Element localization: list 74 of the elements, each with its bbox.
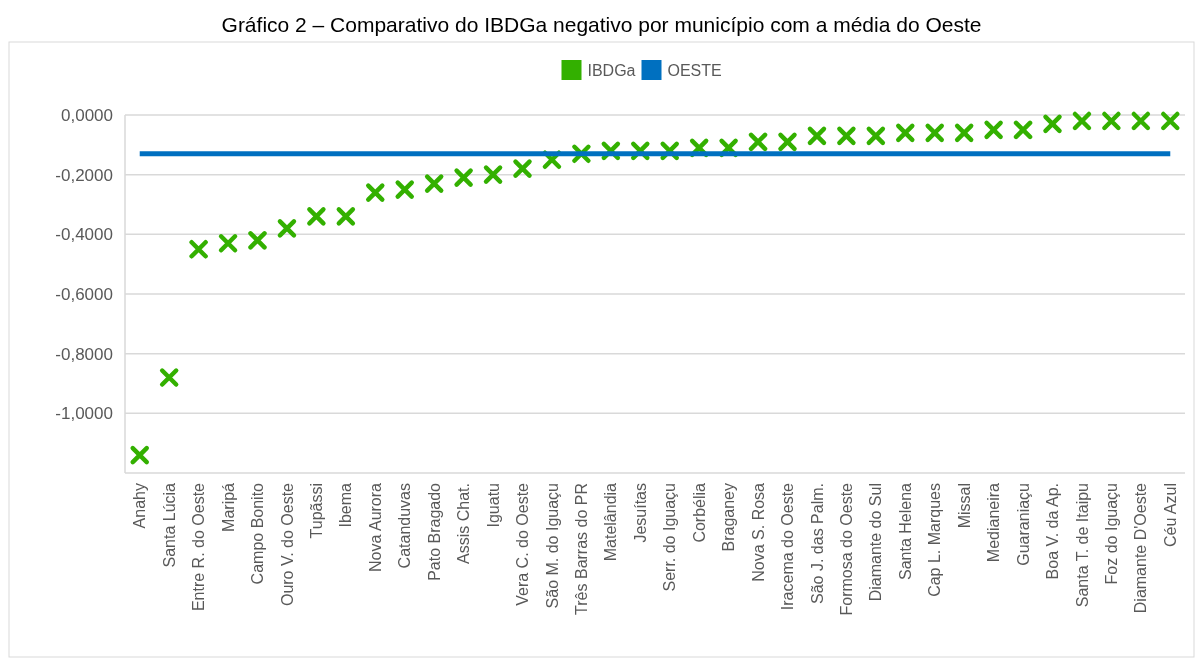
x-tick-label: São M. do Iguaçu [543, 483, 561, 609]
x-tick-label: Nova S. Rosa [749, 482, 767, 582]
point [1013, 120, 1033, 140]
point [984, 120, 1003, 140]
point [837, 126, 856, 146]
x-tick-label: Serr. do Iguaçu [661, 483, 679, 592]
y-tick-label: -0,2000 [55, 165, 113, 185]
legend-label: IBDGa [587, 61, 636, 79]
point [748, 132, 768, 152]
point [513, 159, 532, 178]
x-tick-label: Santa Helena [896, 482, 914, 580]
x-tick-label: Céu Azul [1161, 483, 1179, 548]
y-tick-label: -0,8000 [55, 344, 113, 364]
point [807, 126, 827, 146]
x-tick-label: Entre R. do Oeste [190, 482, 208, 612]
x-tick-label: Boa V. da Ap. [1044, 483, 1062, 580]
point [189, 240, 208, 259]
y-tick-label: -0,6000 [55, 284, 113, 304]
point [1161, 111, 1180, 131]
x-tick-label: Braganey [720, 483, 738, 552]
y-tick-label: -1,0000 [55, 404, 113, 424]
point [483, 165, 503, 184]
x-tick-label: Guaraniaçu [1014, 483, 1032, 566]
x-tick-label: Diamante do Sul [867, 483, 885, 602]
point [778, 132, 797, 152]
x-tick-label: Assis Chat. [455, 483, 473, 564]
x-tick-label: Três Barras do PR [572, 483, 590, 615]
x-tick-label: Nova Aurora [366, 482, 384, 572]
x-tick-label: Ouro V. do Oeste [278, 482, 296, 607]
point [366, 183, 385, 202]
point [307, 207, 326, 226]
x-tick-label: Cap L. Marques [926, 483, 944, 597]
x-tick-label: Anahy [131, 483, 149, 529]
point [130, 445, 149, 465]
point [454, 168, 473, 187]
y-tick-label: -0,4000 [55, 225, 113, 245]
point [218, 234, 238, 253]
point [159, 368, 179, 387]
x-tick-label: Maripá [219, 482, 237, 532]
x-tick-label: Catanduvas [396, 483, 414, 569]
chart-title: Gráfico 2 – Comparativo do IBDGa negativo por município com a média do Oeste [221, 13, 982, 36]
x-tick-label: Santa T. de Itaipu [1073, 483, 1091, 608]
x-tick-label: Matelândia [602, 482, 620, 562]
x-tick-label: Iracema do Oeste [779, 482, 797, 611]
point [336, 207, 356, 226]
point [277, 219, 297, 238]
x-tick-label: Vera C. do Oeste [514, 482, 532, 606]
x-tick-label: Iguatu [484, 483, 502, 528]
x-tick-label: Missal [955, 483, 973, 529]
x-tick-label: Formosa do Oeste [837, 482, 855, 616]
x-tick-label: Tupãssi [307, 483, 325, 539]
x-tick-label: Diamante D'Oeste [1132, 482, 1150, 614]
point [954, 123, 974, 143]
point [395, 180, 414, 199]
point [1043, 114, 1062, 134]
y-tick-label: 0,0000 [61, 105, 113, 125]
point [866, 126, 886, 146]
point [1131, 111, 1151, 131]
point [925, 123, 944, 143]
x-tick-label: Santa Lúcia [160, 482, 178, 568]
point [248, 231, 267, 250]
x-tick-label: Jesuítas [631, 483, 649, 543]
x-tick-label: Corbélia [690, 482, 708, 543]
point [1072, 111, 1092, 131]
x-tick-label: Campo Bonito [249, 482, 267, 585]
x-tick-label: Medianeira [985, 482, 1003, 563]
legend-label: OESTE [667, 61, 722, 79]
x-tick-label: Ibema [337, 482, 355, 528]
x-tick-label: Pato Bragado [425, 482, 443, 581]
point [1102, 111, 1121, 131]
x-tick-label: Foz do Iguaçu [1102, 483, 1120, 585]
point [424, 174, 444, 193]
x-tick-label: São J. das Palm. [808, 483, 826, 604]
point [896, 123, 915, 143]
